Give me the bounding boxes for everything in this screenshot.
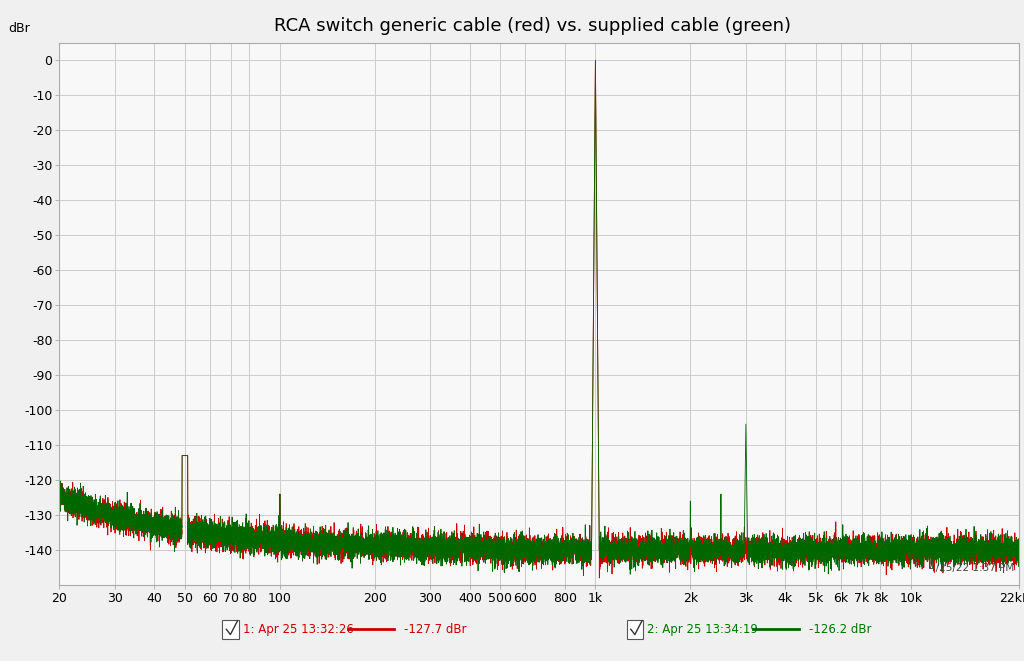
Text: -126.2 dBr: -126.2 dBr <box>809 623 871 636</box>
Text: RCA switch generic cable (red) vs. supplied cable (green): RCA switch generic cable (red) vs. suppl… <box>274 17 791 34</box>
Text: 1: Apr 25 13:32:26: 1: Apr 25 13:32:26 <box>243 623 353 636</box>
Y-axis label: dBr: dBr <box>8 22 30 35</box>
Text: -127.7 dBr: -127.7 dBr <box>404 623 467 636</box>
Text: 4/25/22 1:37 PM: 4/25/22 1:37 PM <box>929 563 1014 573</box>
Text: 2: Apr 25 13:34:19: 2: Apr 25 13:34:19 <box>647 623 758 636</box>
